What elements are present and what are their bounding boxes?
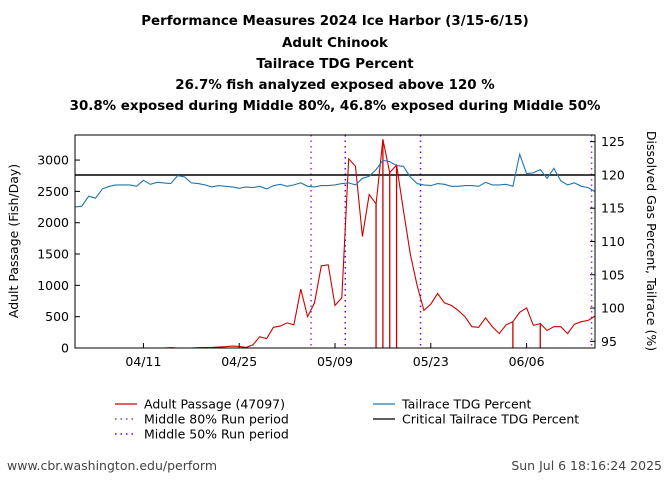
legend-label: Middle 50% Run period xyxy=(144,427,289,442)
legend-label: Critical Tailrace TDG Percent xyxy=(402,412,579,427)
y-left-tick-label: 1000 xyxy=(37,278,69,293)
y-right-tick-label: 125 xyxy=(601,134,625,149)
y-axis-label-right: Dissolved Gas Percent, Tailrace (%) xyxy=(644,131,659,351)
y-left-tick-label: 2000 xyxy=(37,215,69,230)
x-tick-label: 04/11 xyxy=(125,354,161,369)
plot-area xyxy=(74,135,596,349)
x-tick-label: 04/25 xyxy=(221,354,257,369)
y-right-tick-label: 120 xyxy=(601,167,625,182)
y-left-tick-label: 2500 xyxy=(37,184,69,199)
title-line-2: Adult Chinook xyxy=(282,36,388,51)
x-tick-label: 06/06 xyxy=(509,354,545,369)
legend: Adult Passage (47097)Middle 80% Run peri… xyxy=(115,397,579,442)
y-right-tick-label: 110 xyxy=(601,234,625,249)
y-right-tick-label: 95 xyxy=(601,334,617,349)
title-line-5: 30.8% exposed during Middle 80%, 46.8% e… xyxy=(69,99,601,114)
legend-label: Adult Passage (47097) xyxy=(144,397,285,412)
title-line-4: 26.7% fish analyzed exposed above 120 % xyxy=(175,78,495,93)
y-right-tick-label: 100 xyxy=(601,301,625,316)
legend-label: Tailrace TDG Percent xyxy=(401,397,532,412)
title-line-1: Performance Measures 2024 Ice Harbor (3/… xyxy=(141,14,529,29)
y-right-tick-label: 105 xyxy=(601,267,625,282)
adult-passage-line xyxy=(75,139,596,349)
y-left-tick-label: 500 xyxy=(45,309,69,324)
y-left-tick-label: 0 xyxy=(61,341,69,356)
tailrace-tdg-line xyxy=(74,152,596,208)
axes: 0 500 1000 1500 2000 2500 3000 95 100 105 110 115 12… xyxy=(37,134,625,369)
x-tick-label: 05/09 xyxy=(317,354,353,369)
footer-source-url: www.cbr.washington.edu/perform xyxy=(7,458,218,473)
y-axis-label-left: Adult Passage (Fish/Day) xyxy=(6,164,21,318)
title-line-3: Tailrace TDG Percent xyxy=(256,57,414,72)
x-tick-label: 05/23 xyxy=(413,354,449,369)
y-left-tick-label: 3000 xyxy=(37,153,69,168)
footer-timestamp: Sun Jul 6 18:16:24 2025 xyxy=(511,458,662,473)
y-right-tick-label: 115 xyxy=(601,201,625,216)
y-left-tick-label: 1500 xyxy=(37,247,69,262)
legend-label: Middle 80% Run period xyxy=(144,412,289,427)
